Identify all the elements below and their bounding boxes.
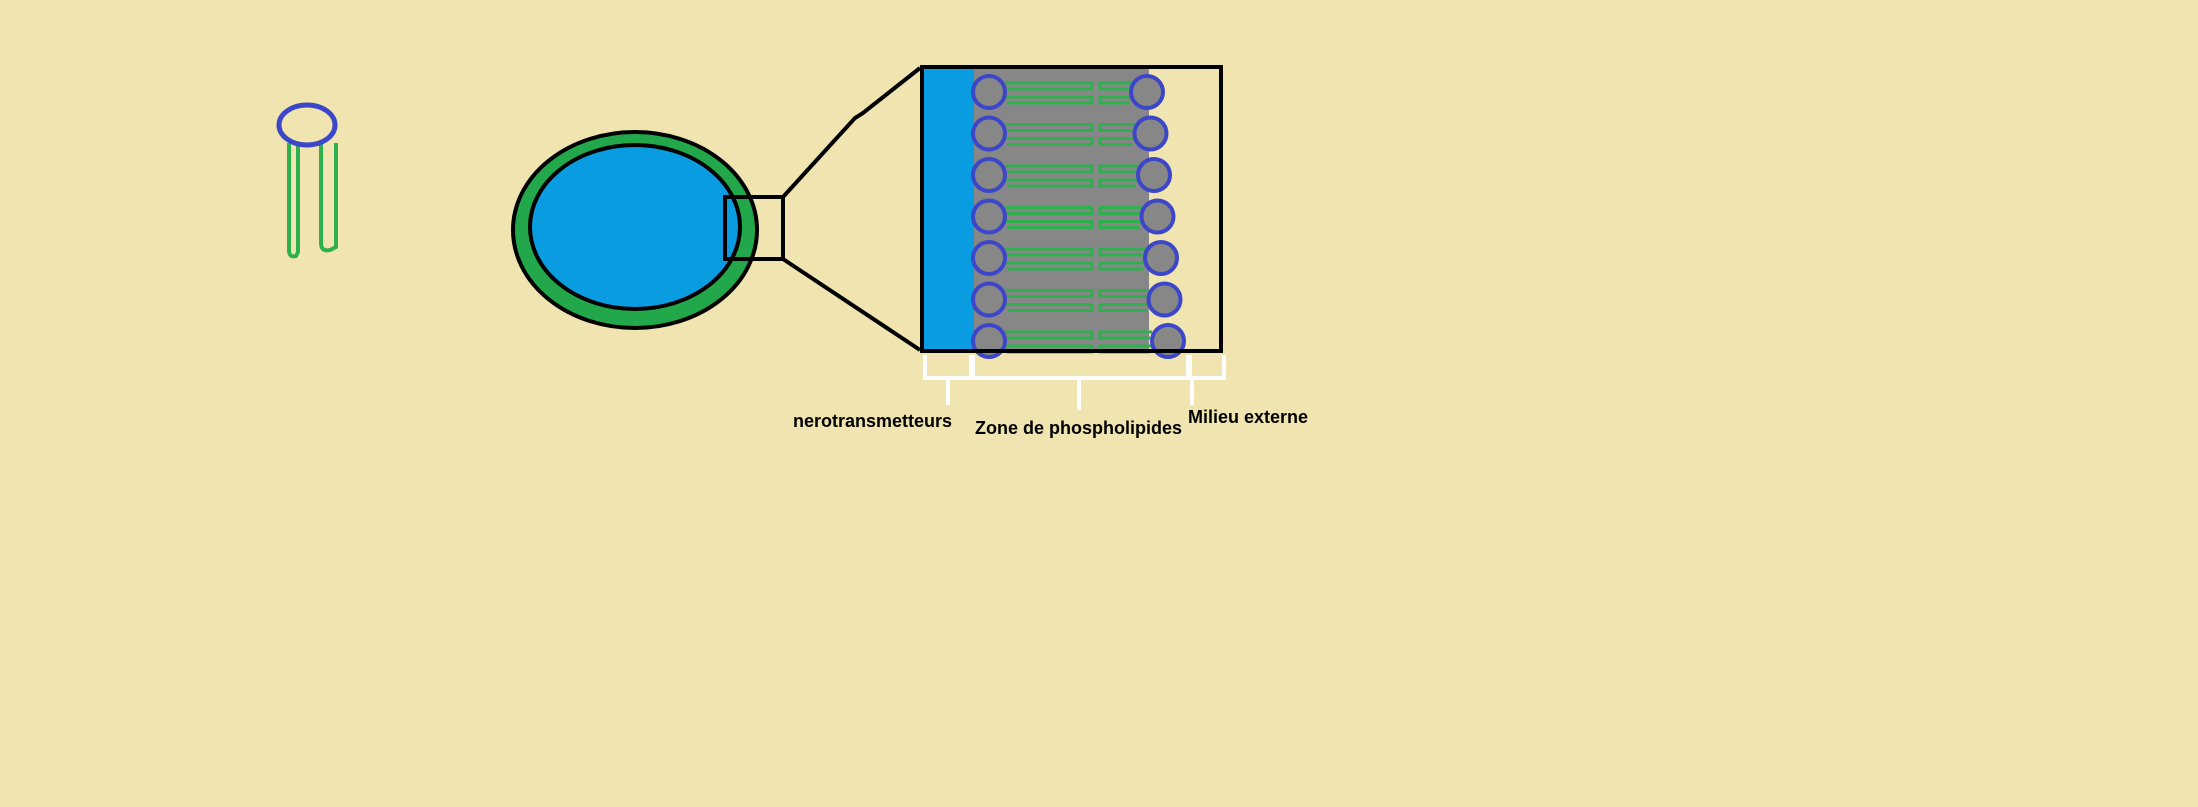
- phospholipid-tail-outer: [1098, 81, 1131, 105]
- phospholipid-tail-outer: [1098, 123, 1135, 146]
- bracket-phospholipid-zone: [971, 355, 1190, 410]
- phospholipid-head: [276, 102, 338, 148]
- phospholipid-head-outer: [1139, 198, 1176, 235]
- magnified-box-outline: [920, 65, 1223, 353]
- phospholipid-head-inner: [971, 115, 1007, 152]
- phospholipid-tail-outer: [1098, 206, 1142, 229]
- neurotransmitter-area: [922, 67, 974, 351]
- phospholipid-head-inner: [971, 157, 1007, 193]
- zoom-selection-box: [723, 195, 785, 261]
- phospholipid-head-outer: [1132, 115, 1169, 152]
- phospholipid-pair: [971, 240, 1179, 276]
- phospholipid-head-outer: [1136, 157, 1172, 193]
- phospholipid-head-inner: [971, 198, 1007, 235]
- magnified-membrane: [920, 65, 1223, 359]
- phospholipid-tail-inner: [1005, 123, 1094, 146]
- phospholipid-tail-inner: [1005, 81, 1094, 105]
- bracket-neurotransmitters: [923, 355, 973, 405]
- phospholipid-tail-right: [319, 143, 338, 253]
- phospholipid-tail-inner: [1005, 206, 1094, 229]
- vesicle: [511, 130, 785, 330]
- phospholipid-pair: [971, 198, 1176, 235]
- phospholipid-rows: [971, 74, 1186, 359]
- phospholipid-head-inner: [971, 74, 1007, 110]
- phospholipid-tail-inner: [1005, 247, 1094, 271]
- bracket-external-medium: [1188, 355, 1226, 405]
- vesicle-interior: [528, 143, 742, 311]
- phospholipid-tail-outer: [1098, 247, 1145, 271]
- phospholipid-head-outer: [1129, 74, 1165, 110]
- phospholipid-head-inner: [971, 240, 1007, 276]
- zoom-line-top: [781, 66, 922, 199]
- label-external-medium: Milieu externe: [1188, 407, 1308, 427]
- phospholipid-tail-inner: [1005, 289, 1094, 312]
- zoom-line-bottom: [781, 257, 922, 352]
- phospholipid-head-inner: [971, 281, 1007, 318]
- phospholipid-head-outer: [1143, 240, 1179, 276]
- phospholipid-pair: [971, 157, 1172, 193]
- phospholipid-tail-inner: [1005, 164, 1094, 188]
- phospholipid-icon: [276, 102, 338, 259]
- phospholipid-tail-outer: [1098, 164, 1138, 188]
- phospholipid-tail-left: [287, 143, 300, 259]
- phospholipid-pair: [971, 74, 1165, 110]
- phospholipid-tail-outer: [1098, 289, 1149, 312]
- phospholipid-pair: [971, 281, 1183, 318]
- label-neurotransmitters: nerotransmetteurs: [793, 411, 952, 431]
- phospholipid-head-outer: [1146, 281, 1183, 318]
- region-brackets: [923, 355, 1226, 410]
- phospholipid-pair: [971, 115, 1169, 152]
- label-phospholipid-zone: Zone de phospholipides: [975, 418, 1182, 438]
